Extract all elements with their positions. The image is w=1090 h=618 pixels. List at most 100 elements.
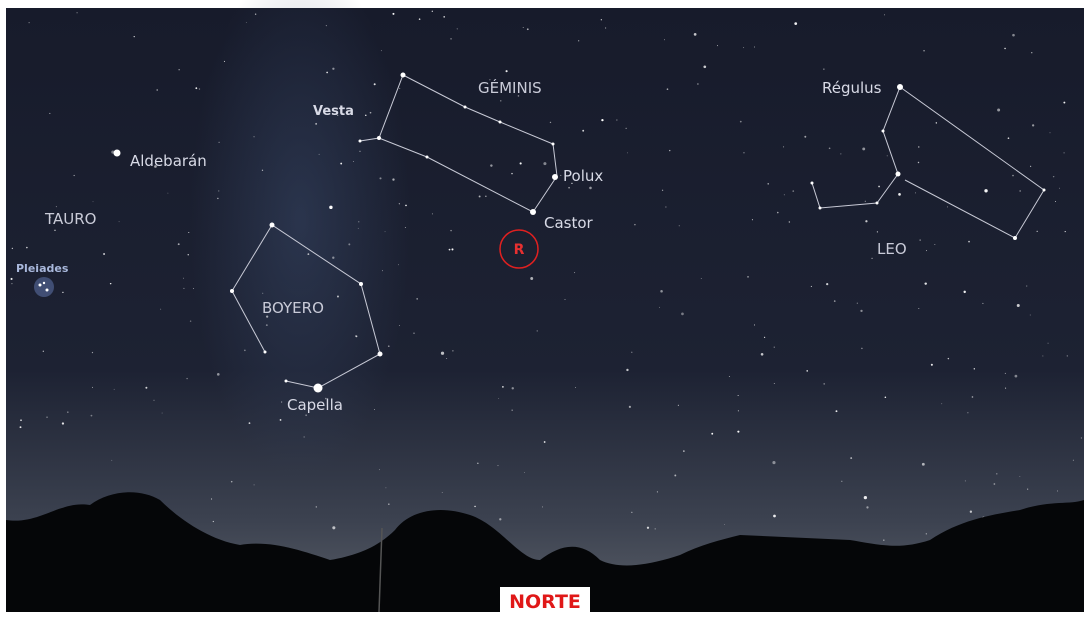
star [183,287,185,289]
star [969,510,973,513]
star [380,50,382,52]
star [248,422,251,425]
star [210,498,213,500]
star [568,186,570,189]
star [1030,165,1032,167]
star [572,224,575,227]
star [223,60,225,62]
star [754,324,755,326]
star [658,306,660,308]
star [261,169,264,171]
star [388,503,390,505]
star [1029,314,1031,316]
star-label: Aldebarán [130,152,207,170]
star [217,197,219,200]
star [431,10,433,12]
star [634,223,636,226]
star [1057,490,1059,492]
star [254,13,257,15]
star [860,309,863,313]
star [253,484,255,486]
star [189,320,192,322]
star [947,206,949,208]
star [1004,47,1006,50]
direction-label: NORTE [509,591,581,613]
star-label: Régulus [822,79,882,97]
star [601,118,604,122]
star [616,119,618,121]
star [1019,475,1021,477]
star [968,240,970,243]
star [416,298,418,300]
star [187,254,189,256]
star [806,370,808,372]
star [743,152,745,154]
star [724,523,725,525]
sky-background [6,8,1084,612]
star [997,108,1001,112]
star [1016,304,1020,308]
star [490,164,493,167]
constellation-label: GÉMINIS [478,78,542,97]
star [930,363,933,366]
star [886,155,888,157]
star [245,22,247,24]
star [373,83,376,86]
star [884,14,886,16]
star [1026,285,1028,287]
star [717,45,719,47]
star [379,177,382,180]
star [664,39,665,41]
star [1063,101,1066,104]
star [773,514,776,518]
star [193,288,194,290]
star [418,18,421,20]
star [28,22,30,24]
star [543,162,547,166]
star [810,285,812,287]
star [489,79,491,81]
star [378,469,380,471]
star [898,193,901,196]
star [646,526,650,529]
star [1019,190,1021,192]
star [866,506,869,509]
star [161,412,163,414]
star [67,411,69,413]
star [763,336,766,338]
star [737,410,739,412]
horizon-silhouette [6,492,1084,612]
star [183,277,184,279]
star [823,383,826,385]
star [788,221,791,223]
star [883,539,885,541]
star [743,47,745,49]
star [856,302,858,304]
star [325,25,327,27]
star [497,465,499,467]
radiant-marker: R [514,242,525,258]
star [443,16,446,18]
star [984,189,988,193]
star [167,192,169,194]
star [575,386,576,388]
star [266,315,269,318]
star [1031,124,1035,127]
star [924,282,927,285]
star [474,505,476,508]
star [336,295,339,298]
star [382,270,383,272]
star-label: Pleiades [16,262,69,275]
star [973,368,975,370]
star [332,256,335,259]
star [628,405,631,408]
star [446,357,448,359]
star [452,350,454,352]
star [413,332,415,334]
star [178,69,180,71]
star [571,182,573,185]
star [332,526,336,530]
star [964,480,966,482]
